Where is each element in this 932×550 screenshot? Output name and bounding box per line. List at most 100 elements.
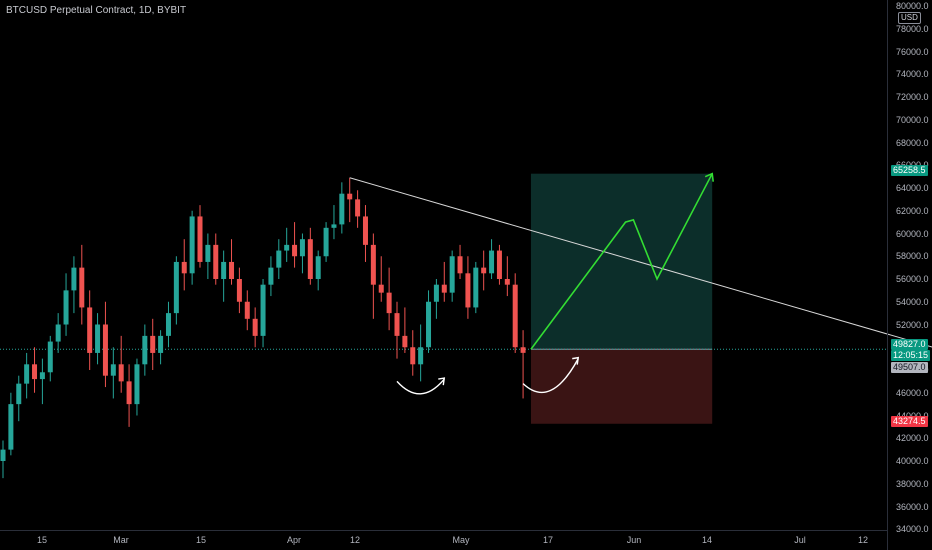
candle-body xyxy=(489,250,495,274)
candle-body xyxy=(79,267,85,308)
candle-body xyxy=(134,364,140,405)
projection-arrowhead xyxy=(704,172,714,182)
candle-body xyxy=(315,256,321,279)
time-tick-label: Apr xyxy=(286,535,302,545)
current-price-label: 49827.0 xyxy=(891,339,928,350)
candle-body xyxy=(0,449,6,461)
candle-body xyxy=(402,335,408,348)
profit-target-zone xyxy=(530,173,713,350)
price-tick-label: 56000.0 xyxy=(896,274,929,284)
candle-body xyxy=(481,267,487,274)
descending-trendline xyxy=(349,177,932,348)
candle-body xyxy=(221,261,227,279)
currency-badge[interactable]: USD xyxy=(898,12,921,24)
candle-body xyxy=(355,199,361,217)
candle-body xyxy=(496,250,502,279)
candle-body xyxy=(347,193,353,200)
candle-body xyxy=(39,372,45,380)
candle-body xyxy=(457,256,463,274)
candle-body xyxy=(394,313,400,336)
candle-body xyxy=(433,284,439,302)
time-tick-label: Jul xyxy=(794,535,806,545)
price-tick-label: 38000.0 xyxy=(896,478,929,489)
price-tick-label: 76000.0 xyxy=(896,46,929,57)
candle-body xyxy=(284,244,290,251)
candle-body xyxy=(71,267,77,291)
projection-path xyxy=(530,173,713,350)
price-tick-label: 70000.0 xyxy=(896,114,929,125)
candle-body xyxy=(299,239,305,257)
price-tick-label: 74000.0 xyxy=(896,69,929,80)
candle-body xyxy=(126,381,132,405)
candle-body xyxy=(16,383,22,405)
candle-body xyxy=(276,250,282,268)
price-tick-label: 72000.0 xyxy=(896,92,929,102)
candle-body xyxy=(165,313,171,336)
price-tick-label: 36000.0 xyxy=(896,501,929,512)
candle-body xyxy=(205,244,211,262)
candle-body xyxy=(55,324,61,342)
candle-body xyxy=(465,273,471,308)
time-tick-label: 15 xyxy=(195,535,207,545)
time-tick-label: Mar xyxy=(113,535,129,545)
stop-price-label: 43274.5 xyxy=(891,416,928,427)
price-tick-label: 80000.0 xyxy=(896,1,929,11)
candle-body xyxy=(189,216,195,274)
price-axis-border xyxy=(887,0,888,550)
last-close-label: 49507.0 xyxy=(891,362,928,373)
price-tick-label: 34000.0 xyxy=(896,524,929,535)
candle-body xyxy=(473,267,479,308)
time-axis-border xyxy=(0,530,887,531)
candle-body xyxy=(118,364,124,382)
candle-body xyxy=(150,335,156,353)
candle-body xyxy=(512,284,518,348)
price-tick-label: 46000.0 xyxy=(896,387,929,398)
candle-body xyxy=(410,347,416,365)
candle-body xyxy=(441,284,447,293)
candle-body xyxy=(426,301,432,348)
price-tick-label: 58000.0 xyxy=(896,251,929,262)
curved-arrow xyxy=(396,378,445,395)
candle-body xyxy=(24,364,30,384)
candle-body xyxy=(504,279,510,285)
time-tick-label: 12 xyxy=(857,535,869,545)
candle-body xyxy=(87,307,93,353)
curved-arrowhead xyxy=(438,377,446,386)
candle-body xyxy=(229,261,235,279)
candle-body xyxy=(8,404,14,450)
time-tick-label: Jun xyxy=(626,535,642,545)
candle-body xyxy=(260,284,266,336)
price-tick-label: 42000.0 xyxy=(896,433,929,444)
candle-body xyxy=(370,244,376,285)
chart-title: BTCUSD Perpetual Contract, 1D, BYBIT xyxy=(6,5,187,16)
candle-body xyxy=(95,324,101,353)
price-tick-label: 40000.0 xyxy=(896,456,929,466)
time-tick-label: May xyxy=(452,535,470,545)
candle-body xyxy=(102,324,108,376)
price-tick-label: 54000.0 xyxy=(896,296,929,307)
candle-body xyxy=(520,347,526,353)
time-tick-label: 14 xyxy=(701,535,713,545)
countdown-label: 12:05:15 xyxy=(891,350,931,361)
candle-body xyxy=(158,335,164,353)
candle-body xyxy=(378,284,384,293)
stop-loss-zone xyxy=(530,349,713,424)
candle-body xyxy=(213,244,219,279)
price-tick-label: 60000.0 xyxy=(896,228,929,239)
price-tick-label: 52000.0 xyxy=(896,319,929,330)
price-tick-label: 78000.0 xyxy=(896,23,929,34)
candle-body xyxy=(47,341,53,373)
candle-body xyxy=(142,335,148,365)
target-price-label: 65258.5 xyxy=(891,165,928,176)
time-tick-label: 12 xyxy=(349,535,361,545)
candle-body xyxy=(181,261,187,274)
candle-body xyxy=(32,364,38,380)
time-tick-label: 15 xyxy=(36,535,48,545)
candle-body xyxy=(173,261,179,314)
candle-body xyxy=(386,292,392,314)
candle-body xyxy=(331,224,337,228)
candle-body xyxy=(63,290,69,325)
candle-body xyxy=(252,318,258,336)
